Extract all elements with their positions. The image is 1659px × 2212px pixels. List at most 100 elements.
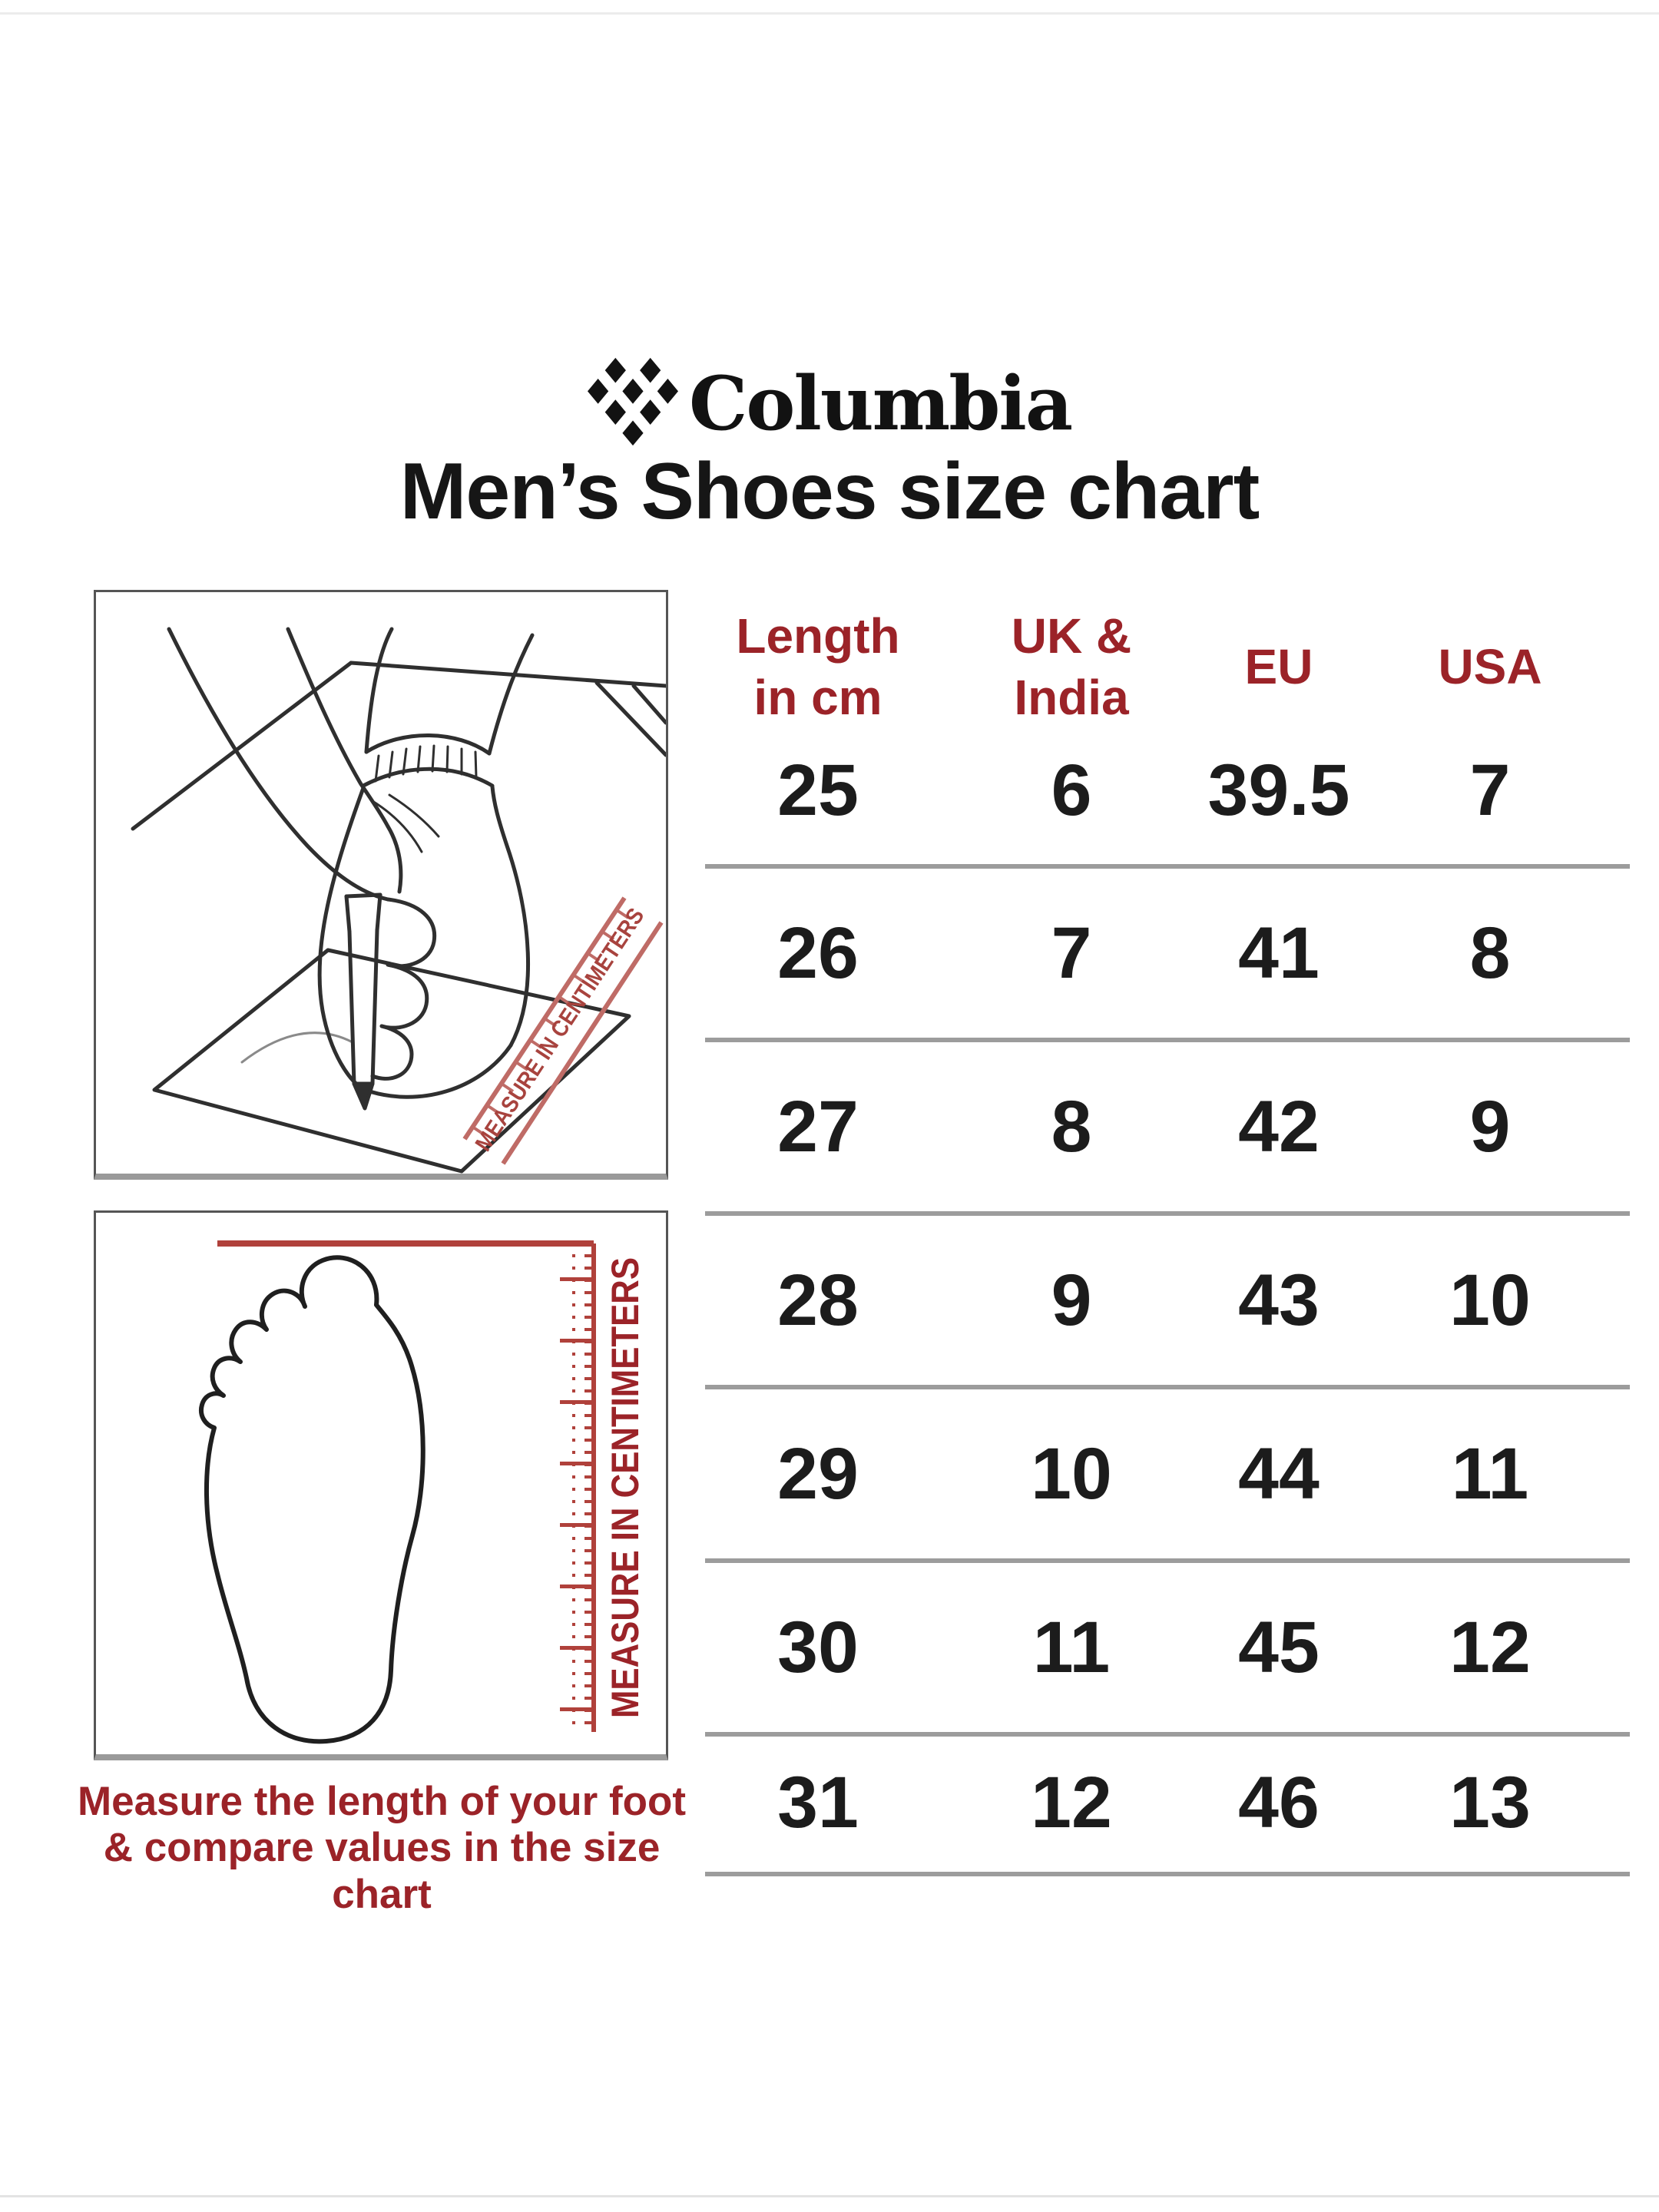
measure-caption-line2: & compare values in the size chart xyxy=(103,1825,661,1917)
table-row: 25 6 39.5 7 xyxy=(705,740,1630,840)
column-header-usa: USA xyxy=(1438,590,1541,743)
hand-inner-edge xyxy=(286,627,390,829)
table-row: 28 9 43 10 xyxy=(705,1250,1630,1350)
header-line: in cm xyxy=(753,670,882,725)
ruler-tick-marks xyxy=(560,1253,592,1733)
traced-outline-line xyxy=(240,1031,354,1064)
thumb-line xyxy=(386,824,403,894)
hand-outer-edge xyxy=(167,627,390,902)
column-header-length-cm: Length in cm xyxy=(736,590,899,743)
cell-usa: 11 xyxy=(1451,1433,1529,1515)
wall-corner-line xyxy=(131,661,353,831)
foot-tracing-drawing: MEASURE IN CENTIMETERS xyxy=(131,627,668,1174)
cell-usa: 12 xyxy=(1449,1607,1531,1688)
page-title: Men’s Shoes size chart xyxy=(399,447,1260,536)
finger-3 xyxy=(370,1024,414,1081)
pencil-tip xyxy=(352,1081,375,1111)
measure-caption: Measure the length of your foot & compar… xyxy=(71,1779,693,1918)
row-divider xyxy=(705,1732,1630,1737)
cell-length-cm: 30 xyxy=(777,1607,859,1688)
ruler-label-vertical: MEASURE IN CENTIMETERS xyxy=(604,1257,647,1718)
wall-base-line xyxy=(349,661,668,688)
table-row: 27 8 42 9 xyxy=(705,1077,1630,1177)
foot-outline-drawing: MEASURE IN CENTIMETERS xyxy=(199,1240,647,1744)
row-divider xyxy=(705,1558,1630,1563)
table-header-row: Length in cm UK & India EU USA xyxy=(705,590,1630,743)
cell-uk-india: 11 xyxy=(1032,1607,1111,1688)
cell-length-cm: 27 xyxy=(777,1086,859,1167)
cell-usa: 10 xyxy=(1449,1260,1531,1341)
pencil-left-edge xyxy=(347,929,356,1086)
cell-length-cm: 28 xyxy=(777,1260,859,1341)
cell-length-cm: 29 xyxy=(777,1433,859,1515)
page-frame-bottom xyxy=(0,2195,1659,2197)
cell-uk-india: 8 xyxy=(1051,1086,1092,1167)
sock-cuff-bottom xyxy=(361,767,495,788)
columbia-diamond-logo-icon xyxy=(587,355,678,452)
page-frame-top xyxy=(0,12,1659,15)
baseboard-line-2 xyxy=(631,684,668,725)
cell-length-cm: 25 xyxy=(777,750,859,831)
finger-2 xyxy=(379,962,429,1030)
table-row: 29 10 44 11 xyxy=(705,1424,1630,1524)
cell-usa: 8 xyxy=(1469,912,1511,994)
foot-instep-edge xyxy=(317,786,367,1092)
cell-usa: 13 xyxy=(1449,1762,1531,1843)
pencil-right-edge xyxy=(370,928,379,1086)
row-divider xyxy=(705,1038,1630,1042)
table-row: 30 11 45 12 xyxy=(705,1598,1630,1697)
cell-uk-india: 12 xyxy=(1031,1762,1112,1843)
pencil-clip-left xyxy=(344,894,352,934)
cell-eu: 41 xyxy=(1238,912,1320,994)
cell-eu: 44 xyxy=(1238,1433,1320,1515)
cell-eu: 42 xyxy=(1238,1086,1320,1167)
header-line: Length xyxy=(736,608,900,664)
cell-length-cm: 31 xyxy=(777,1762,859,1843)
foot-outline-illustration: MEASURE IN CENTIMETERS xyxy=(94,1210,668,1760)
sock-rib-lines xyxy=(374,744,478,783)
cell-eu: 46 xyxy=(1238,1762,1320,1843)
foot-heel-edge xyxy=(490,784,530,1048)
row-divider xyxy=(705,1211,1630,1216)
cell-usa: 9 xyxy=(1469,1086,1511,1167)
foot-sole-edge xyxy=(363,1043,513,1099)
table-row: 31 12 46 13 xyxy=(705,1753,1630,1853)
diagonal-ruler xyxy=(462,896,664,1165)
pencil-top xyxy=(344,892,382,899)
baseboard-line xyxy=(594,680,668,757)
header-line: EU xyxy=(1244,639,1313,694)
row-divider xyxy=(705,1385,1630,1389)
brand-header: Columbia xyxy=(0,355,1659,452)
brand-wordmark: Columbia xyxy=(688,359,1073,447)
cell-eu: 39.5 xyxy=(1207,750,1350,831)
footprint-outline xyxy=(199,1255,426,1744)
paper-outline xyxy=(152,948,631,1174)
sock-cuff-top xyxy=(364,733,492,756)
header-line: USA xyxy=(1438,639,1542,694)
measure-caption-line1: Measure the length of your foot xyxy=(77,1779,687,1824)
column-header-uk-india: UK & India xyxy=(1012,590,1131,743)
vertical-ruler xyxy=(217,1240,596,1732)
cell-eu: 45 xyxy=(1238,1607,1320,1688)
row-divider xyxy=(705,1872,1630,1876)
header-line: India xyxy=(1014,670,1129,725)
ruler-tick-marks xyxy=(471,909,630,1136)
row-divider xyxy=(705,864,1630,869)
header-line: UK & xyxy=(1011,608,1132,664)
ankle-fold-1 xyxy=(371,800,423,853)
cell-usa: 7 xyxy=(1469,750,1511,831)
cell-uk-india: 10 xyxy=(1031,1433,1112,1515)
pencil-clip-right xyxy=(375,892,382,932)
leg-left-edge xyxy=(364,627,394,754)
table-row: 26 7 41 8 xyxy=(705,903,1630,1003)
cell-length-cm: 26 xyxy=(777,912,859,994)
leg-right-edge xyxy=(487,633,535,756)
finger-1 xyxy=(386,897,437,969)
foot-tracing-illustration: MEASURE IN CENTIMETERS xyxy=(94,590,668,1180)
cell-uk-india: 9 xyxy=(1051,1260,1092,1341)
ruler-label-diagonal: MEASURE IN CENTIMETERS xyxy=(471,904,650,1156)
cell-uk-india: 6 xyxy=(1051,750,1092,831)
column-header-eu: EU xyxy=(1245,590,1313,743)
cell-uk-india: 7 xyxy=(1051,912,1092,994)
cell-eu: 43 xyxy=(1238,1260,1320,1341)
